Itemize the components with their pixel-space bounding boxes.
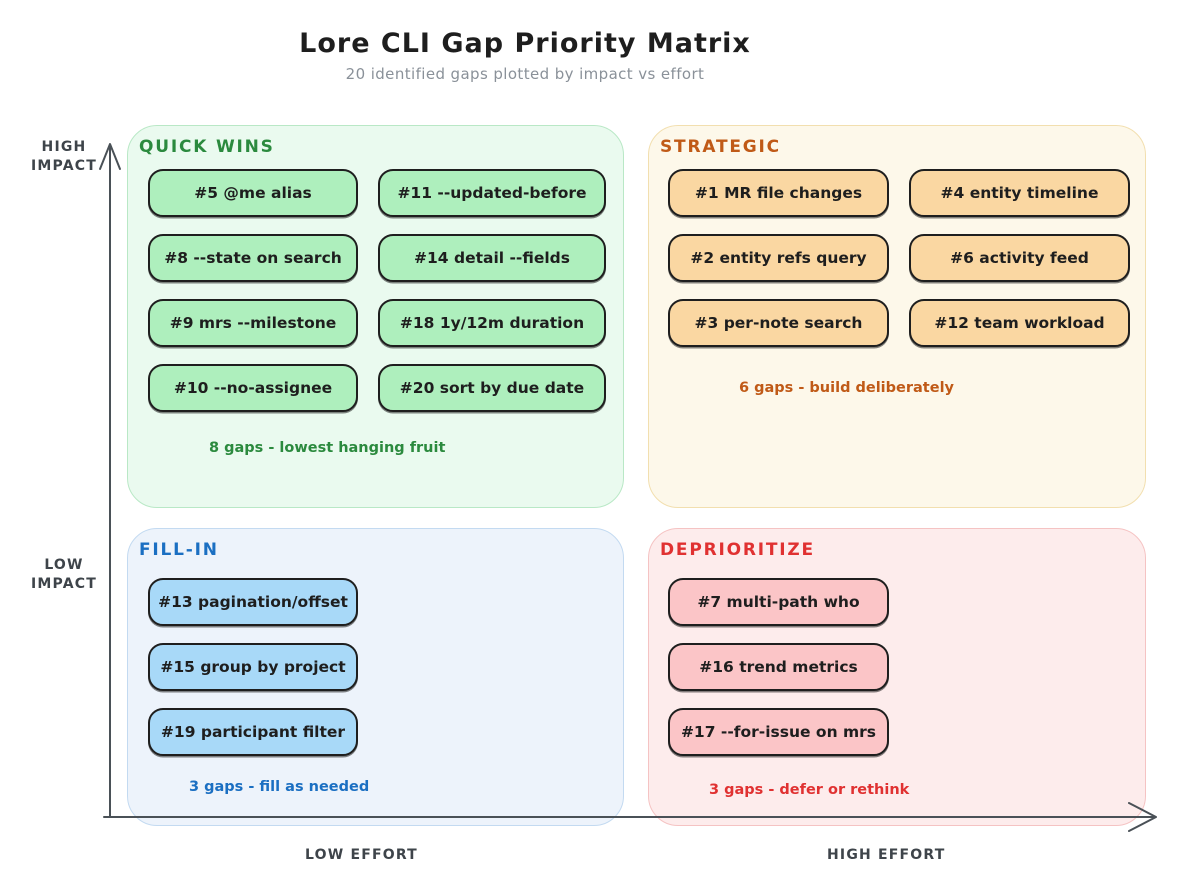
gap-pill: #17 --for-issue on mrs bbox=[668, 708, 889, 756]
quadrant-label-strategic: STRATEGIC bbox=[660, 137, 781, 157]
gap-pill: #8 --state on search bbox=[148, 234, 358, 282]
gap-pill: #7 multi-path who bbox=[668, 578, 889, 626]
gap-pill: #12 team workload bbox=[909, 299, 1130, 347]
axis-label-low-impact: LOW IMPACT bbox=[31, 557, 97, 592]
quadrant-note-fill-in: 3 gaps - fill as needed bbox=[189, 779, 370, 795]
gap-pill: #10 --no-assignee bbox=[148, 364, 358, 412]
quadrant-label-fill-in: FILL-IN bbox=[139, 540, 219, 560]
axis-label-high-effort: HIGH EFFORT bbox=[827, 847, 946, 863]
quadrant-label-quick-wins: QUICK WINS bbox=[139, 137, 275, 157]
strategic-pill-grid: #1 MR file changes #4 entity timeline #2… bbox=[668, 169, 1130, 347]
fill-in-pill-grid: #13 pagination/offset #15 group by proje… bbox=[148, 578, 358, 756]
quadrant-quick-wins: QUICK WINS #5 @me alias #11 --updated-be… bbox=[127, 125, 624, 508]
gap-pill: #11 --updated-before bbox=[378, 169, 606, 217]
gap-pill: #13 pagination/offset bbox=[148, 578, 358, 626]
gap-pill: #16 trend metrics bbox=[668, 643, 889, 691]
heading: Lore CLI Gap Priority Matrix 20 identifi… bbox=[25, 28, 1025, 83]
axis-label-low-effort: LOW EFFORT bbox=[305, 847, 418, 863]
deprioritize-pill-grid: #7 multi-path who #16 trend metrics #17 … bbox=[668, 578, 889, 756]
gap-pill: #9 mrs --milestone bbox=[148, 299, 358, 347]
gap-pill: #4 entity timeline bbox=[909, 169, 1130, 217]
gap-pill: #19 participant filter bbox=[148, 708, 358, 756]
quadrant-note-strategic: 6 gaps - build deliberately bbox=[739, 380, 954, 396]
quadrant-strategic: STRATEGIC #1 MR file changes #4 entity t… bbox=[648, 125, 1146, 508]
quadrant-deprioritize: DEPRIORITIZE #7 multi-path who #16 trend… bbox=[648, 528, 1146, 826]
gap-pill: #3 per-note search bbox=[668, 299, 889, 347]
quadrant-fill-in: FILL-IN #13 pagination/offset #15 group … bbox=[127, 528, 624, 826]
gap-pill: #5 @me alias bbox=[148, 169, 358, 217]
gap-pill: #6 activity feed bbox=[909, 234, 1130, 282]
page-subtitle: 20 identified gaps plotted by impact vs … bbox=[345, 65, 705, 83]
quadrant-note-deprioritize: 3 gaps - defer or rethink bbox=[709, 782, 910, 798]
y-axis-arrowhead-icon bbox=[99, 143, 121, 170]
gap-pill: #1 MR file changes bbox=[668, 169, 889, 217]
page-title: Lore CLI Gap Priority Matrix bbox=[299, 28, 751, 59]
gap-pill: #15 group by project bbox=[148, 643, 358, 691]
quadrant-label-deprioritize: DEPRIORITIZE bbox=[660, 540, 815, 560]
gap-pill: #18 1y/12m duration bbox=[378, 299, 606, 347]
axis-label-high-impact: HIGH IMPACT bbox=[31, 139, 97, 174]
quick-wins-pill-grid: #5 @me alias #11 --updated-before #8 --s… bbox=[148, 169, 606, 412]
quadrant-note-quick-wins: 8 gaps - lowest hanging fruit bbox=[209, 440, 446, 456]
gap-pill: #2 entity refs query bbox=[668, 234, 889, 282]
gap-pill: #20 sort by due date bbox=[378, 364, 606, 412]
gap-pill: #14 detail --fields bbox=[378, 234, 606, 282]
